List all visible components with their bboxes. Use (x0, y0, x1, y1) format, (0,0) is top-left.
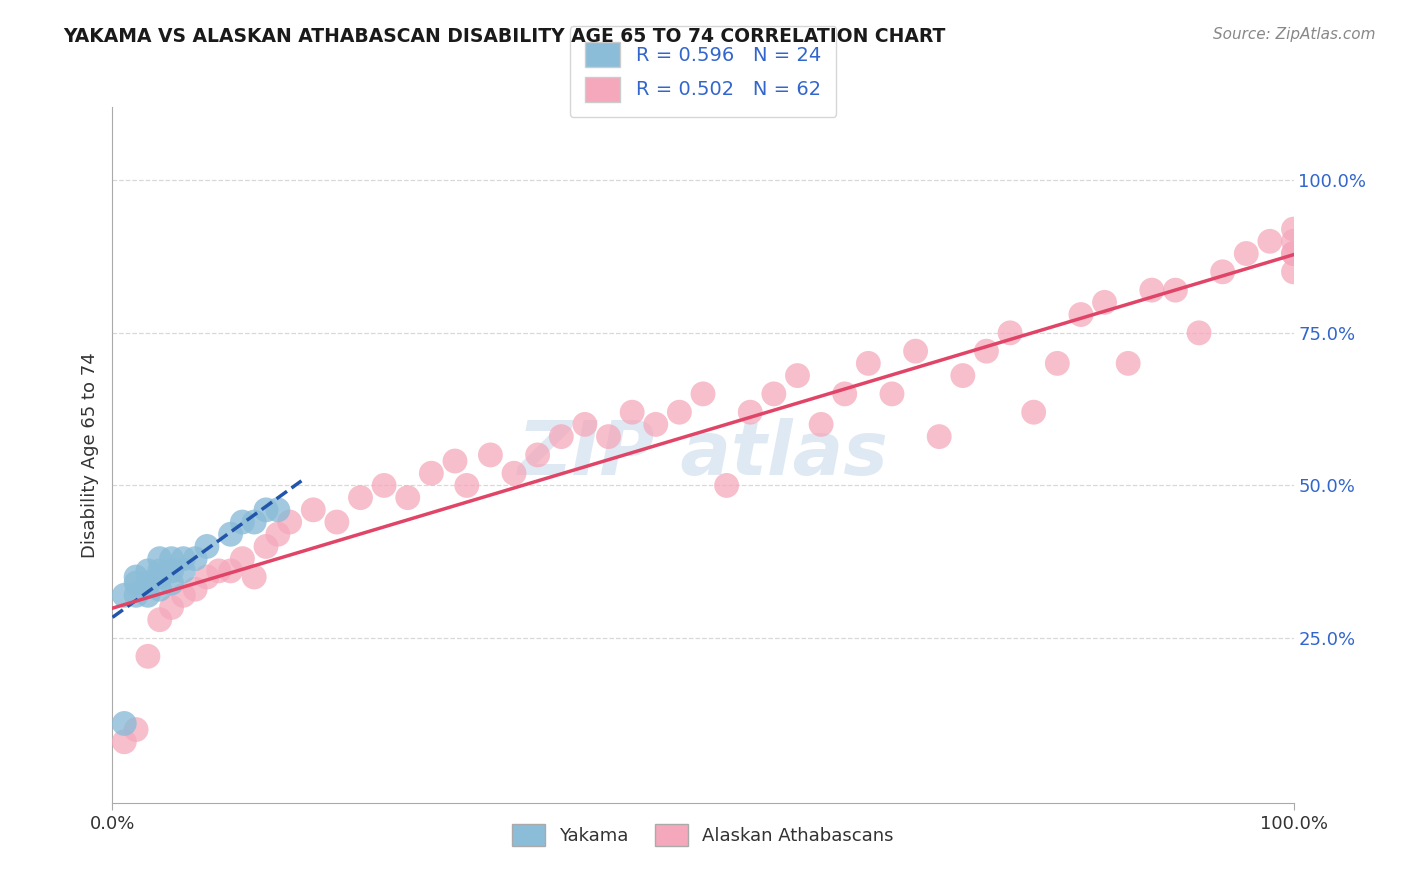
Point (136, 564, 159, 578)
Point (254, 503, 277, 517)
Point (136, 588, 159, 602)
Point (1022, 405, 1045, 419)
Point (1234, 246, 1257, 260)
Text: ZIP atlas: ZIP atlas (517, 418, 889, 491)
Point (267, 527, 290, 541)
Point (112, 716, 135, 731)
Point (834, 387, 856, 401)
Point (326, 515, 349, 529)
Point (278, 515, 301, 529)
Point (880, 387, 903, 401)
Point (598, 429, 620, 443)
Point (1116, 356, 1139, 370)
Point (1164, 283, 1187, 297)
Point (302, 503, 325, 517)
Point (479, 448, 502, 462)
Point (526, 448, 548, 462)
Point (149, 613, 172, 627)
Point (550, 429, 572, 443)
Point (810, 417, 832, 432)
Text: YAKAMA VS ALASKAN ATHABASCAN DISABILITY AGE 65 TO 74 CORRELATION CHART: YAKAMA VS ALASKAN ATHABASCAN DISABILITY … (63, 27, 946, 45)
Point (172, 564, 194, 578)
Point (160, 576, 183, 591)
Point (195, 540, 218, 554)
Point (112, 588, 135, 602)
Point (219, 527, 242, 541)
Point (373, 478, 395, 492)
Point (444, 454, 467, 468)
Point (184, 551, 207, 566)
Point (243, 515, 266, 529)
Point (231, 551, 253, 566)
Point (136, 576, 159, 591)
Point (1282, 246, 1305, 260)
Point (125, 570, 148, 584)
Point (160, 600, 183, 615)
Point (1258, 235, 1281, 249)
Point (692, 387, 714, 401)
Point (208, 564, 231, 578)
Point (149, 551, 172, 566)
Point (231, 515, 253, 529)
Text: Source: ZipAtlas.com: Source: ZipAtlas.com (1212, 27, 1375, 42)
Point (1282, 235, 1305, 249)
Point (125, 723, 148, 737)
Point (1282, 246, 1305, 260)
Point (786, 368, 808, 383)
Point (136, 649, 159, 664)
Point (172, 588, 194, 602)
Y-axis label: Disability Age 65 to 74: Disability Age 65 to 74 (80, 352, 98, 558)
Point (184, 582, 207, 597)
Point (267, 503, 290, 517)
Point (1094, 295, 1116, 310)
Point (998, 326, 1021, 340)
Point (243, 570, 266, 584)
Point (1282, 222, 1305, 236)
Point (1188, 326, 1211, 340)
Point (976, 344, 998, 359)
Point (928, 429, 950, 443)
Point (716, 478, 738, 492)
Point (456, 478, 478, 492)
Point (149, 564, 172, 578)
Point (149, 570, 172, 584)
Point (1070, 308, 1092, 322)
Point (1212, 265, 1234, 279)
Point (621, 405, 644, 419)
Point (160, 564, 183, 578)
Point (349, 491, 371, 505)
Point (149, 582, 172, 597)
Point (904, 344, 927, 359)
Point (503, 467, 526, 481)
Point (125, 576, 148, 591)
Point (1282, 265, 1305, 279)
Point (1046, 356, 1069, 370)
Point (762, 387, 785, 401)
Point (668, 405, 690, 419)
Point (740, 405, 762, 419)
Point (195, 570, 218, 584)
Point (858, 356, 880, 370)
Point (574, 417, 596, 432)
Point (952, 368, 974, 383)
Point (644, 417, 666, 432)
Point (112, 735, 135, 749)
Point (219, 564, 242, 578)
Legend: Yakama, Alaskan Athabascans: Yakama, Alaskan Athabascans (505, 816, 901, 853)
Point (396, 491, 419, 505)
Point (172, 551, 194, 566)
Point (1140, 283, 1163, 297)
Point (160, 551, 183, 566)
Point (125, 588, 148, 602)
Point (420, 467, 443, 481)
Point (254, 540, 277, 554)
